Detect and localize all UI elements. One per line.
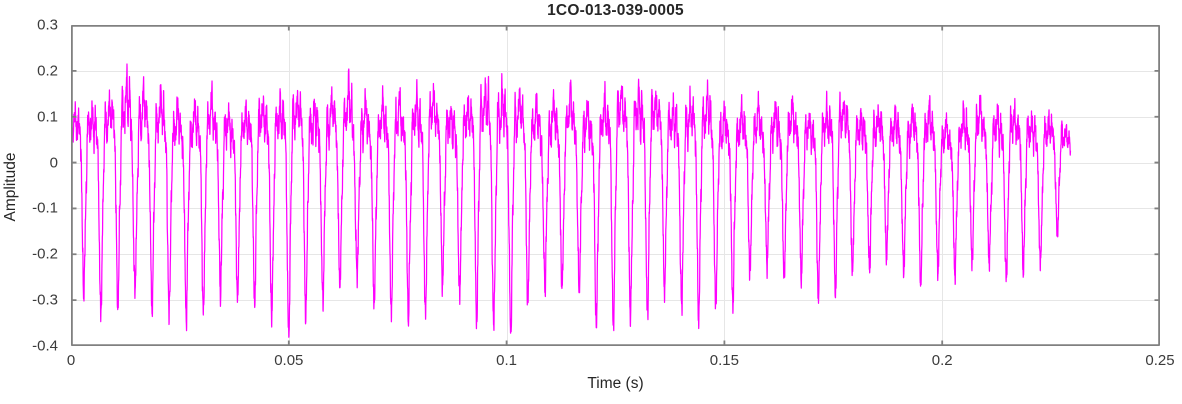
y-tick-label: -0.4 xyxy=(32,337,58,355)
y-tick-label: 0.1 xyxy=(37,108,58,126)
y-tick-label: -0.3 xyxy=(32,291,58,309)
y-tick-label: 0 xyxy=(49,154,58,172)
y-tick-label: 0.2 xyxy=(37,62,58,80)
y-tick-label: 0.3 xyxy=(37,16,58,34)
chart-title: 1CO-013-039-0005 xyxy=(547,2,684,19)
x-tick-label: 0 xyxy=(66,352,76,369)
y-tick-label: -0.2 xyxy=(32,245,58,263)
x-tick-label: 0.1 xyxy=(496,352,518,369)
y-tick-label: -0.1 xyxy=(32,199,58,217)
x-tick-label: 0.25 xyxy=(1145,352,1175,369)
x-axis-label: Time (s) xyxy=(587,375,644,392)
plot-area xyxy=(71,25,1160,346)
x-tick-label: 0.05 xyxy=(274,352,304,369)
x-tick-label: 0.15 xyxy=(709,352,739,369)
x-tick-label: 0.2 xyxy=(931,352,953,369)
